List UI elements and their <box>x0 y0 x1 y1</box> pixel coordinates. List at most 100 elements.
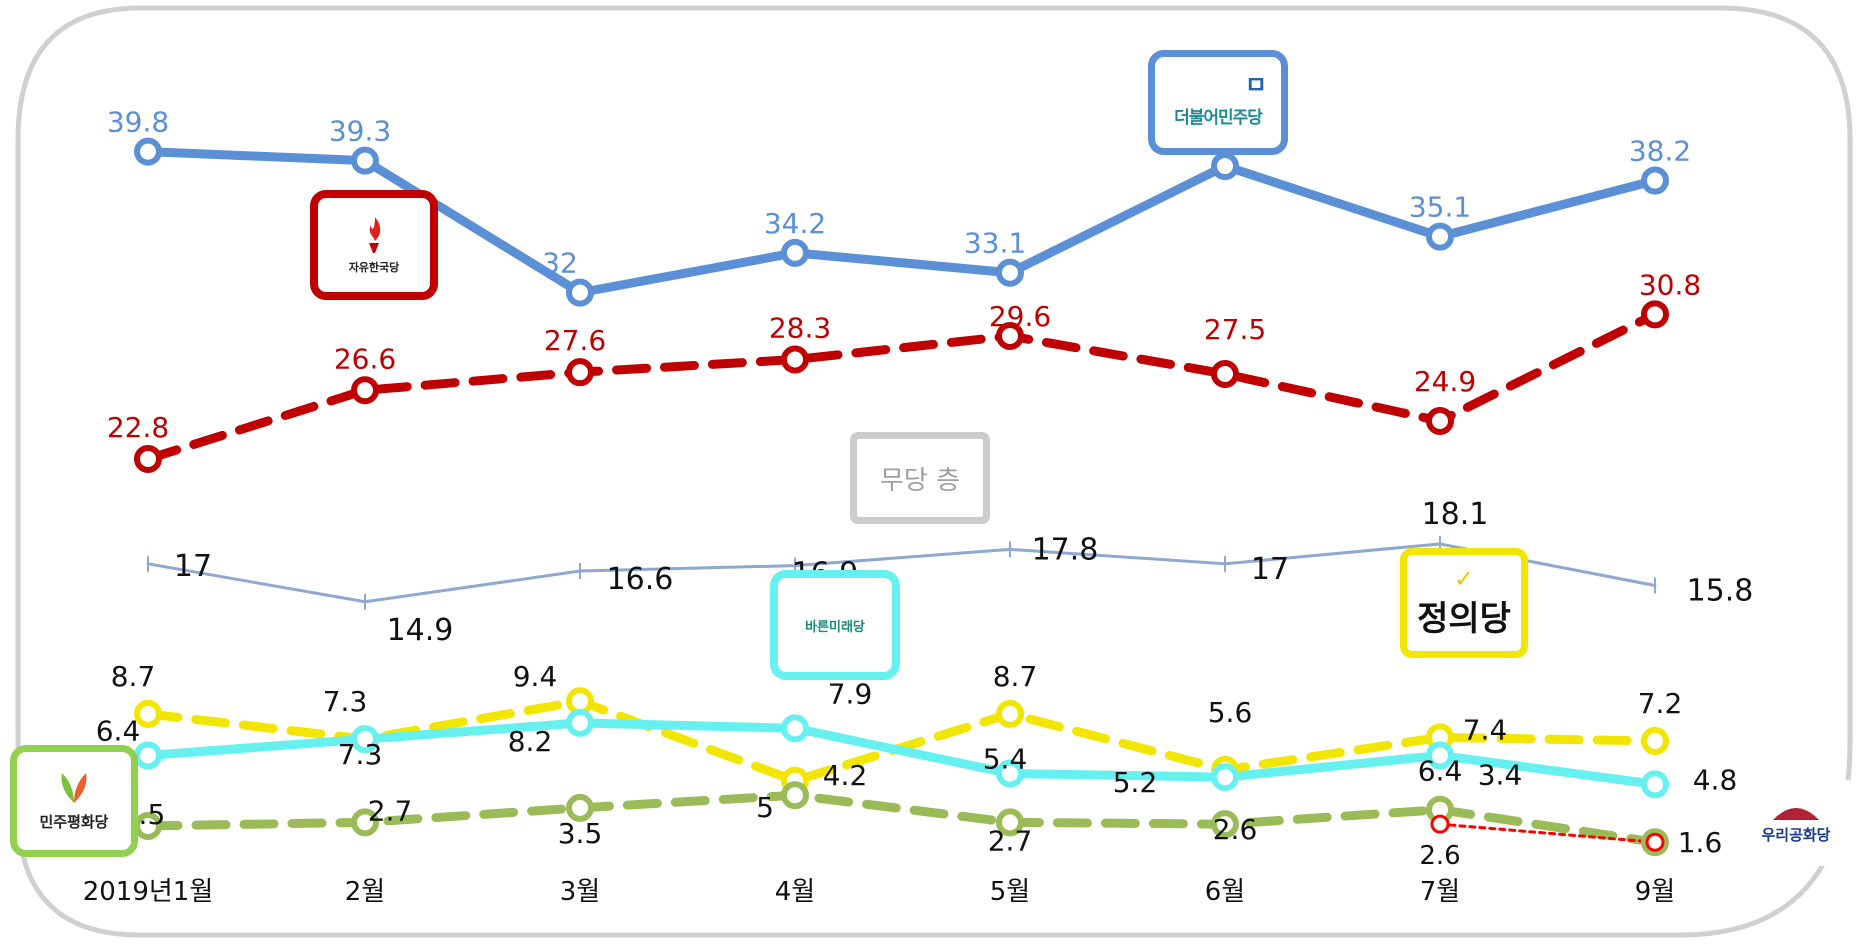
data-label: 28.3 <box>769 312 831 345</box>
data-label: 26.6 <box>334 342 396 375</box>
data-point <box>781 781 809 810</box>
series-line <box>146 542 1657 604</box>
data-label: 27.6 <box>544 324 606 357</box>
data-point <box>1211 810 1239 839</box>
hankuk-logo: 자유한국당 <box>310 190 438 300</box>
data-point <box>566 278 594 307</box>
data-label: 39.3 <box>329 115 391 148</box>
data-label: 5 <box>756 791 774 824</box>
jeongui-logo-text: 정의당 <box>1417 598 1511 639</box>
minju-logo-mark: ㅁ <box>1244 71 1267 99</box>
data-label: 7.4 <box>1463 713 1508 746</box>
bareun-logo-text: 바른미래당 <box>805 619 865 635</box>
data-point <box>134 699 162 728</box>
data-point <box>996 808 1024 837</box>
data-label: 16.6 <box>607 562 674 597</box>
data-label: 4.2 <box>823 759 868 792</box>
data-point <box>566 358 594 387</box>
data-point <box>351 146 379 175</box>
minju-logo: ㅁ 더불어민주당 <box>1148 50 1288 155</box>
data-point <box>1426 222 1454 251</box>
x-tick-label: 5월 <box>990 877 1030 907</box>
series-line <box>143 718 1660 789</box>
bareun-logo: 바른미래당 <box>770 570 900 680</box>
data-label: 5.6 <box>1208 696 1253 729</box>
data-label: 7.3 <box>323 685 368 718</box>
chart-frame <box>15 5 1853 938</box>
minju-logo-text: 더불어민주당 <box>1174 108 1263 128</box>
data-label: 3.5 <box>558 817 603 850</box>
data-label: 22.8 <box>107 411 169 444</box>
data-label: 15.8 <box>1687 574 1754 609</box>
data-label: 27.5 <box>1204 313 1266 346</box>
series-line <box>143 309 1660 464</box>
jeongui-logo: ✓ 정의당 <box>1400 548 1528 658</box>
data-label: 2.6 <box>1419 841 1460 871</box>
data-point <box>351 808 379 837</box>
data-label: 9.4 <box>513 660 558 693</box>
data-label: 39.8 <box>107 106 169 139</box>
gonghwa-logo-text: 우리공화당 <box>1761 825 1831 844</box>
data-label: 34.2 <box>764 207 826 240</box>
data-label: 29.6 <box>989 300 1051 333</box>
data-label: 35.1 <box>1409 191 1471 224</box>
data-point <box>134 137 162 166</box>
data-label: 2.7 <box>368 794 413 827</box>
x-tick-label: 6월 <box>1205 877 1245 907</box>
data-label: 1.6 <box>1678 826 1723 859</box>
data-label: 6.4 <box>96 714 141 747</box>
data-point <box>1211 359 1239 388</box>
data-label: 24.9 <box>1414 365 1476 398</box>
data-label: 32 <box>542 247 578 280</box>
data-label: 6.4 <box>1418 754 1463 787</box>
data-point <box>1645 832 1665 852</box>
series-line <box>1438 822 1657 844</box>
data-point <box>134 741 162 770</box>
x-tick-label: 2월 <box>345 877 385 907</box>
pyeonghwa-logo: 민주평화당 <box>10 745 138 857</box>
data-label: 3.4 <box>1478 759 1523 792</box>
data-point <box>566 793 594 822</box>
data-label: 18.1 <box>1422 497 1489 532</box>
gonghwa-logo: 우리공화당 <box>1742 780 1850 866</box>
data-point <box>1430 814 1450 834</box>
data-point <box>1641 726 1669 755</box>
data-label: 38.2 <box>1629 135 1691 168</box>
mudang-label-box: 무당 층 <box>850 432 990 524</box>
check-icon: ✓ <box>1453 564 1475 593</box>
data-label: 33.1 <box>964 227 1026 260</box>
series-line <box>143 147 1660 298</box>
data-label: 14.9 <box>387 613 454 648</box>
hankuk-logo-text: 자유한국당 <box>348 261 400 274</box>
mudang-label: 무당 층 <box>879 465 961 496</box>
data-label: 7.2 <box>1638 687 1683 720</box>
dome-icon <box>1773 807 1819 820</box>
data-point <box>1211 152 1239 181</box>
data-point <box>1426 406 1454 435</box>
data-point <box>781 345 809 374</box>
data-label: 2.6 <box>1213 813 1258 846</box>
data-point <box>996 759 1024 788</box>
data-point <box>996 699 1024 728</box>
torch-icon <box>369 217 381 253</box>
data-label: 30.8 <box>1639 268 1701 301</box>
data-label: 17 <box>174 549 212 584</box>
data-point <box>996 258 1024 287</box>
data-point <box>1426 741 1454 770</box>
data-point <box>351 376 379 405</box>
data-label: 5.4 <box>983 743 1028 776</box>
x-tick-label: 7월 <box>1420 877 1460 907</box>
data-point <box>1211 763 1239 792</box>
data-point <box>996 322 1024 351</box>
x-tick-label: 9월 <box>1635 877 1675 907</box>
data-point <box>1641 300 1669 329</box>
x-tick-label: 2019년1월 <box>83 877 214 907</box>
pyeonghwa-logo-text: 민주평화당 <box>39 812 109 831</box>
data-label: 7.9 <box>828 677 873 710</box>
data-point <box>1641 166 1669 195</box>
sprout-icon <box>61 772 87 803</box>
data-label: 8.7 <box>993 660 1038 693</box>
series-line <box>143 790 1660 847</box>
data-point <box>1641 770 1669 799</box>
data-label: 4.8 <box>1693 763 1738 796</box>
